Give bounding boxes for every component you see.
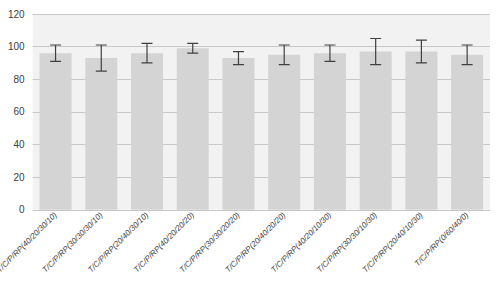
svg-text:T/C/P/RP(30/30/10/30): T/C/P/RP(30/30/10/30) xyxy=(315,210,379,275)
svg-text:T/C/P/RP(20/40/20/20): T/C/P/RP(20/40/20/20) xyxy=(223,210,288,275)
svg-text:T/C/P/RP(40/20/20/20): T/C/P/RP(40/20/20/20) xyxy=(132,210,196,275)
svg-text:T/C/P/RP(20/40/10/30): T/C/P/RP(20/40/10/30) xyxy=(360,210,425,275)
svg-text:T/C/P/RP(20/40/30/10): T/C/P/RP(20/40/30/10) xyxy=(86,210,151,275)
svg-text:80: 80 xyxy=(14,74,26,85)
svg-text:20: 20 xyxy=(14,172,26,183)
svg-text:T/C/P/RP(0/60/40/0): T/C/P/RP(0/60/40/0) xyxy=(413,210,471,268)
svg-text:T/C/P/RP(30/30/30/10): T/C/P/RP(30/30/30/10) xyxy=(40,210,105,275)
svg-text:100: 100 xyxy=(8,41,25,52)
svg-text:T/C/P/RP(40/20/10/30): T/C/P/RP(40/20/10/30) xyxy=(269,210,334,275)
svg-text:40: 40 xyxy=(14,139,26,150)
svg-text:120: 120 xyxy=(8,9,25,20)
svg-text:60: 60 xyxy=(14,106,26,117)
svg-text:0: 0 xyxy=(19,204,25,215)
svg-text:T/C/P/RP(30/30/20/20): T/C/P/RP(30/30/20/20) xyxy=(177,210,242,275)
